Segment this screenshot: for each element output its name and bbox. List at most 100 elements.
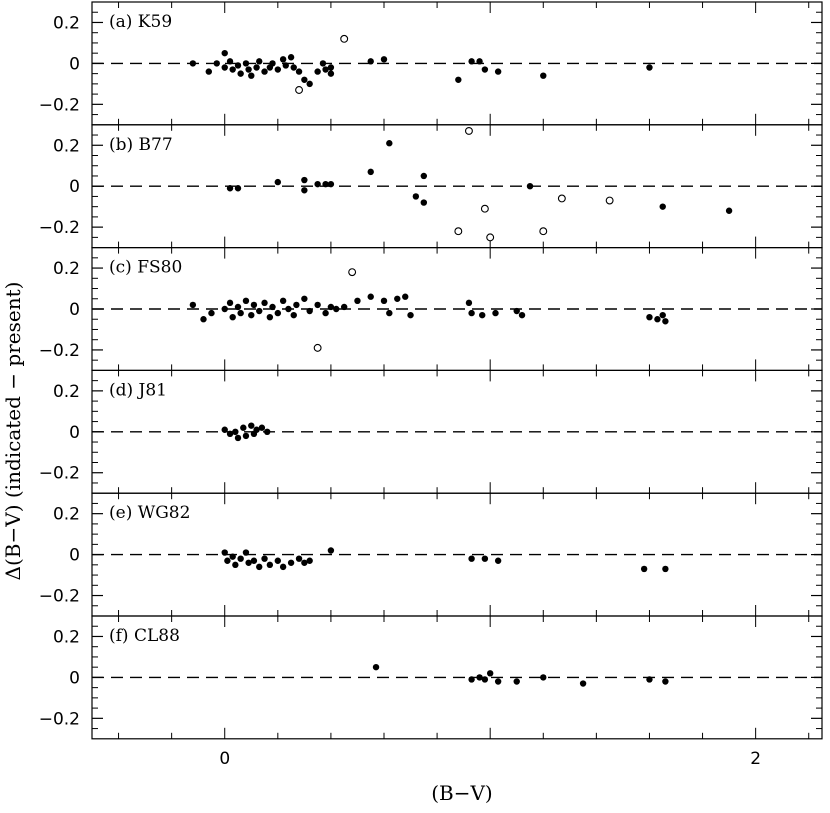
filled-point [242, 432, 250, 440]
filled-point [540, 72, 547, 79]
y-tick-label: 0 [69, 54, 80, 74]
filled-point [494, 678, 502, 685]
filled-point [659, 203, 666, 210]
filled-point [481, 676, 489, 683]
filled-point [245, 66, 252, 73]
filled-point [208, 309, 215, 317]
filled-point [234, 303, 242, 311]
filled-point [229, 313, 236, 321]
filled-point [314, 180, 321, 188]
filled-point [468, 676, 475, 683]
filled-point [256, 307, 263, 315]
filled-point [293, 301, 300, 309]
panel-label: (d) J81 [109, 380, 167, 400]
filled-point [232, 561, 239, 569]
y-tick-label: 0.2 [53, 136, 80, 156]
filled-point [221, 64, 228, 71]
filled-point [237, 309, 244, 317]
y-tick-label: −0.2 [39, 464, 80, 484]
filled-point [526, 183, 534, 190]
filled-point [319, 60, 327, 67]
open-point [464, 126, 473, 135]
filled-point [407, 311, 414, 319]
filled-point [264, 428, 271, 435]
filled-point [229, 66, 236, 73]
filled-point [476, 674, 483, 681]
filled-point [221, 49, 228, 57]
filled-point [659, 311, 666, 319]
panel-3: 0.2 0 −0.2 (c) FS80 [39, 247, 823, 372]
filled-point [226, 430, 234, 438]
filled-point [266, 313, 274, 321]
y-tick-label: 0 [69, 546, 80, 566]
filled-point [420, 172, 428, 180]
filled-point [380, 56, 388, 63]
y-axis-title: Δ(B−V) (indicated − present) [1, 282, 25, 581]
y-tick-label: 0 [69, 177, 80, 197]
y-tick-label: −0.2 [39, 587, 80, 607]
filled-point [579, 680, 587, 687]
filled-point [229, 553, 236, 560]
filled-point [518, 311, 526, 319]
panel-6: 0.2 0 −0.2 (f) CL88 [39, 615, 823, 740]
filled-point [250, 301, 258, 309]
filled-point [327, 180, 335, 188]
open-point [539, 227, 548, 236]
panel-label: (f) CL88 [109, 626, 180, 646]
filled-point [654, 316, 661, 323]
filled-point [248, 311, 255, 319]
filled-point [301, 76, 308, 83]
filled-point [354, 297, 361, 305]
filled-point [189, 301, 197, 309]
x-axis-title: (B−V) [431, 781, 493, 805]
filled-point [468, 58, 475, 65]
filled-point [646, 676, 653, 683]
filled-point [200, 316, 207, 323]
filled-point [290, 311, 297, 319]
y-tick-label: 0 [69, 668, 80, 688]
filled-point [234, 185, 242, 192]
filled-point [256, 563, 263, 571]
filled-point [221, 549, 228, 556]
open-point [295, 86, 304, 94]
filled-point [256, 58, 263, 65]
filled-point [290, 64, 297, 71]
y-tick-label: 0.2 [53, 13, 80, 33]
filled-point [306, 307, 313, 315]
filled-point [250, 557, 258, 564]
open-point [340, 34, 349, 43]
filled-point [367, 168, 374, 176]
filled-point [205, 68, 212, 75]
filled-point [245, 559, 252, 566]
filled-point [301, 295, 308, 302]
y-tick-label: 0.2 [53, 505, 80, 525]
filled-point [237, 555, 244, 562]
filled-point [279, 563, 287, 571]
open-point [480, 204, 489, 213]
filled-point [248, 72, 255, 79]
filled-point [394, 295, 401, 302]
filled-point [274, 178, 282, 186]
y-tick-label: −0.2 [39, 95, 80, 115]
filled-point [242, 297, 250, 305]
filled-point [380, 297, 388, 305]
filled-point [221, 305, 228, 313]
filled-point [540, 674, 547, 681]
filled-point [662, 565, 669, 573]
filled-point [322, 66, 329, 73]
panel-1: 0.2 0 −0.2 (a) K59 [39, 1, 823, 126]
y-tick-label: −0.2 [39, 341, 80, 361]
y-tick-label: −0.2 [39, 218, 80, 238]
filled-point [234, 62, 242, 69]
panel-2: 0.2 0 −0.2 (b) B77 [39, 124, 823, 249]
x-tick-label: 0 [219, 749, 230, 769]
filled-point [279, 297, 287, 305]
filled-point [486, 670, 494, 677]
filled-point [269, 303, 276, 311]
filled-point [232, 428, 239, 435]
y-tick-label: 0.2 [53, 627, 80, 647]
filled-point [646, 313, 653, 321]
filled-point [468, 309, 475, 317]
filled-point [301, 176, 308, 184]
open-point [605, 196, 614, 205]
